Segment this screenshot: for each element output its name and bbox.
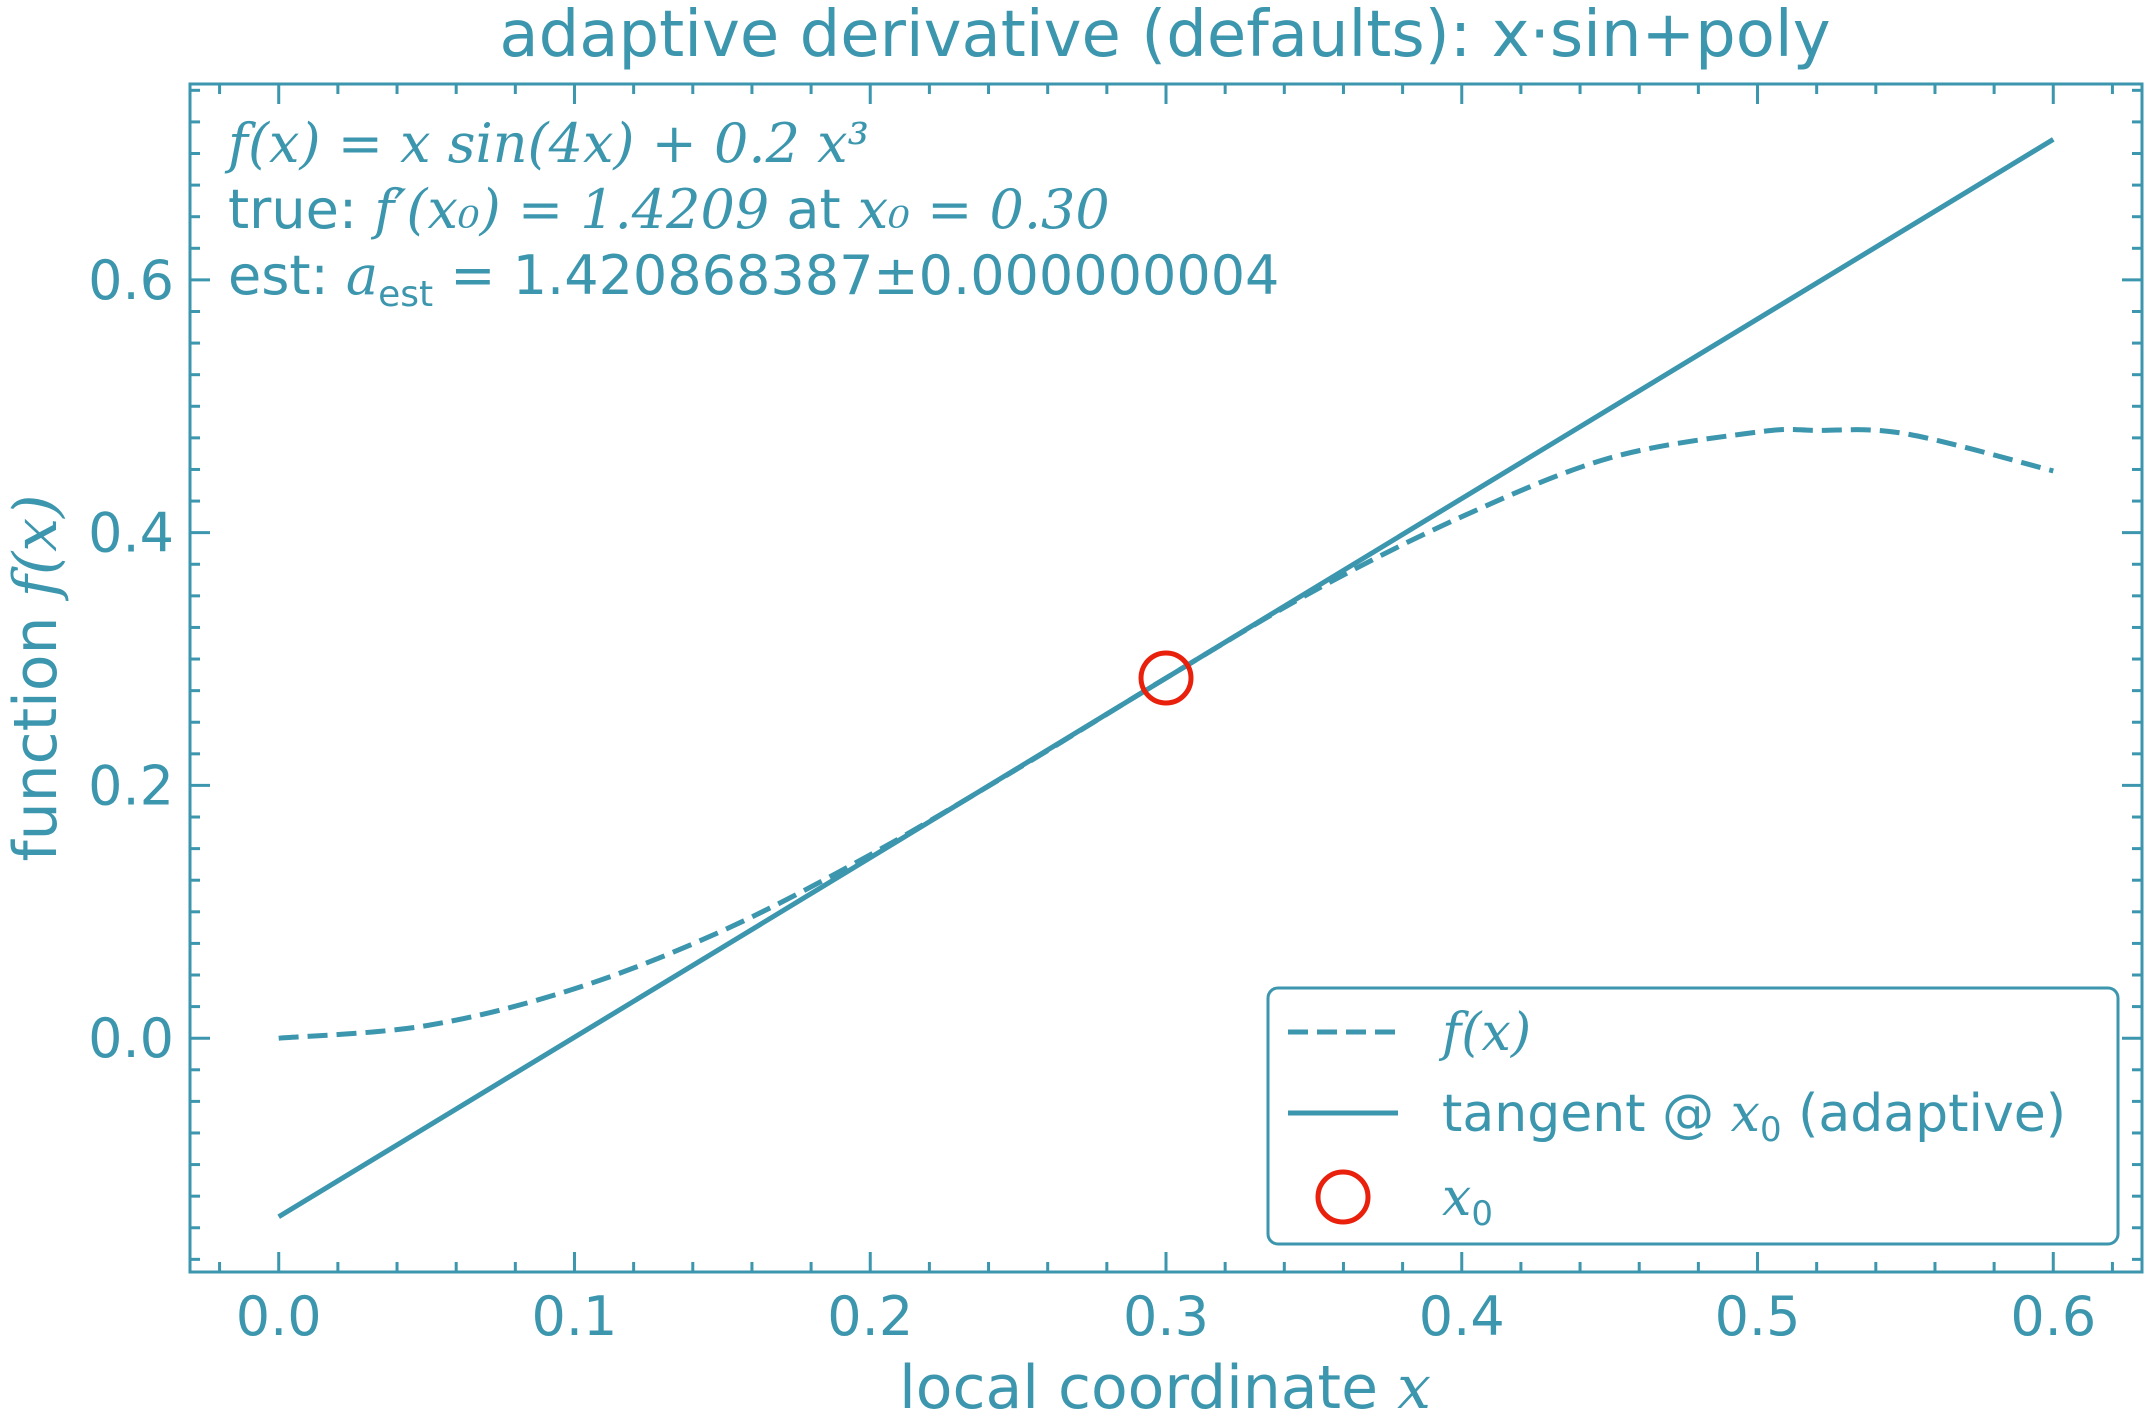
legend-tangent-pre: tangent @ — [1442, 1084, 1731, 1144]
x0-marker — [1138, 650, 1194, 706]
x-tick-label: 0.4 — [1419, 1285, 1505, 1348]
legend-swatch-marker — [1315, 1169, 1371, 1225]
annotation-true-expr: f′(x₀) = 1.4209 — [370, 178, 769, 241]
legend-label-fx: f(x) — [1438, 1003, 1531, 1063]
y-axis-label-var: f(x) — [1, 494, 71, 601]
x-axis-label-text: local coordinate — [899, 1353, 1378, 1423]
x-tick-label: 0.3 — [1123, 1285, 1209, 1348]
annotation-est-sub: est — [378, 274, 433, 315]
x-tick-label: 0.0 — [236, 1285, 322, 1348]
legend-label-x0: x0 — [1442, 1168, 1493, 1234]
legend: f(x) tangent @ x0 (adaptive) x0 — [1266, 986, 2120, 1246]
legend-tangent-post: (adaptive) — [1782, 1084, 2066, 1144]
legend-box — [1266, 986, 2120, 1246]
y-tick-label: 0.6 — [88, 249, 174, 312]
y-tick-label: 0.2 — [88, 754, 174, 817]
annotation-est-value: = 1.420868387±0.000000004 — [433, 244, 1279, 307]
x-axis-label: local coordinate x — [899, 1353, 1431, 1423]
x-tick-label: 0.5 — [1715, 1285, 1801, 1348]
x-axis-ticks: 0.0 0.1 0.2 0.3 0.4 0.5 0.6 — [218, 84, 2114, 1348]
annotation-est-var: a — [346, 244, 378, 307]
legend-label-tangent: tangent @ x0 (adaptive) — [1442, 1084, 2066, 1150]
annotation-est-prefix: est: — [228, 244, 346, 307]
legend-x0-sub: 0 — [1471, 1194, 1493, 1234]
annotation-true-mid: at — [769, 178, 858, 241]
annotation-estimate: est: aest = 1.420868387±0.000000004 — [228, 244, 1279, 315]
chart-title: adaptive derivative (defaults): x·sin+po… — [499, 0, 1830, 72]
annotation-true-prefix: true: — [228, 178, 374, 241]
x-tick-label: 0.6 — [2010, 1285, 2096, 1348]
annotation-true-derivative: true: f′(x₀) = 1.4209 at x₀ = 0.30 — [228, 178, 1110, 241]
annotation-function: f(x) = x sin(4x) + 0.2 x³ — [224, 112, 869, 175]
y-axis-label: function f(x) — [1, 494, 71, 861]
series-layer — [277, 137, 2055, 1219]
y-tick-label: 0.4 — [88, 502, 174, 565]
legend-tangent-sub: 0 — [1760, 1110, 1782, 1150]
x-tick-label: 0.2 — [827, 1285, 913, 1348]
tangent-line — [277, 137, 2055, 1219]
x-axis-label-var: x — [1397, 1353, 1431, 1423]
legend-x0-var: x — [1442, 1168, 1471, 1228]
y-axis-ticks: 0.0 0.2 0.4 0.6 — [88, 88, 2142, 1261]
annotation-true-x0: x₀ = 0.30 — [858, 178, 1110, 241]
y-axis-label-text: function — [1, 616, 71, 861]
x-tick-label: 0.1 — [532, 1285, 618, 1348]
legend-tangent-var: x — [1731, 1084, 1760, 1144]
y-tick-label: 0.0 — [88, 1007, 174, 1070]
